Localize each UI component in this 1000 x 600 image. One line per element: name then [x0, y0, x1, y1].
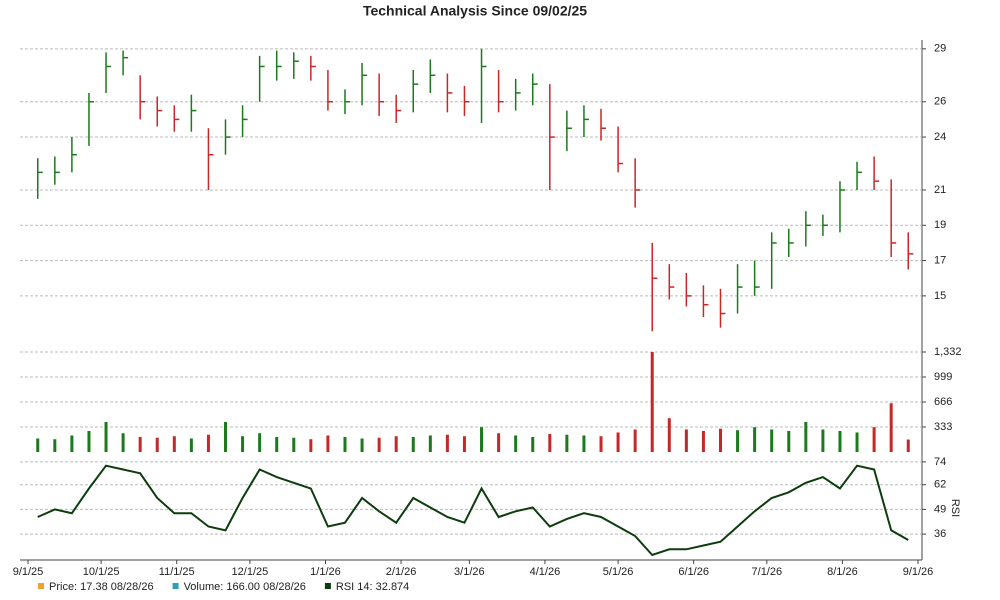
volume-bar: [684, 429, 688, 452]
volume-bar: [736, 430, 740, 452]
volume-bar: [770, 429, 774, 452]
volume-bar: [633, 429, 637, 452]
x-tick-label: 11/1/25: [159, 566, 195, 578]
volume-bar: [514, 435, 518, 452]
volume-bar: [599, 436, 603, 452]
volume-bar: [411, 436, 415, 452]
y-tick-label: 17: [934, 254, 946, 266]
y-tick-label: 333: [934, 421, 952, 433]
x-tick-label: 8/1/26: [827, 566, 858, 578]
volume-bar: [104, 421, 108, 452]
volume-bar: [650, 352, 654, 452]
volume-bar: [189, 438, 193, 452]
volume-bar: [70, 435, 74, 452]
y-tick-label: 62: [934, 479, 946, 491]
volume-bar: [445, 434, 449, 452]
volume-bar: [87, 430, 91, 452]
volume-bar: [889, 403, 893, 452]
legend-swatch: [172, 583, 179, 589]
rsi-axis-label: RSI: [949, 499, 961, 517]
x-tick-label: 7/1/26: [752, 566, 783, 578]
y-tick-label: 1,332: [934, 346, 962, 358]
volume-bar: [872, 427, 876, 452]
volume-bar: [565, 434, 569, 452]
volume-bar: [855, 432, 859, 452]
x-tick-label: 3/1/26: [454, 566, 485, 578]
y-tick-label: 49: [934, 503, 946, 515]
volume-bar: [138, 436, 142, 452]
rsi-line: [37, 464, 909, 557]
volume-bar: [548, 433, 552, 452]
y-tick-label: 666: [934, 396, 952, 408]
volume-bar: [497, 433, 501, 452]
volume-bar: [343, 436, 347, 452]
volume-bar: [480, 427, 484, 452]
volume-bar: [309, 439, 313, 452]
x-tick-label: 4/1/26: [530, 566, 561, 578]
volume-bar: [224, 421, 228, 452]
volume-bar: [667, 418, 671, 452]
volume-bar: [787, 430, 791, 452]
x-tick-label: 6/1/26: [678, 566, 709, 578]
x-tick-label: 12/1/25: [232, 566, 269, 578]
y-tick-label: 36: [934, 528, 946, 540]
legend-text: Price: 17.38 08/28/26: [49, 581, 154, 593]
x-tick-label: 5/1/26: [603, 566, 634, 578]
volume-bar: [804, 421, 808, 452]
volume-bar: [360, 438, 364, 452]
legend-text: RSI 14: 32.874: [336, 581, 409, 593]
x-tick-label: 9/1/25: [13, 566, 44, 578]
legend-swatch: [324, 583, 331, 589]
x-tick-label: 9/1/26: [903, 566, 934, 578]
volume-bar: [377, 437, 381, 452]
volume-bar: [718, 428, 722, 452]
volume-bar: [172, 436, 176, 452]
volume-bar: [582, 435, 586, 452]
y-tick-label: 999: [934, 371, 952, 383]
volume-bar: [821, 429, 825, 452]
volume-bar: [36, 438, 40, 452]
volume-bar: [155, 437, 159, 452]
y-tick-label: 24: [934, 131, 946, 143]
x-tick-label: 10/1/25: [83, 566, 120, 578]
volume-bar: [531, 436, 535, 452]
volume-bar: [906, 439, 910, 452]
y-tick-label: 26: [934, 96, 946, 108]
volume-bar: [206, 434, 210, 452]
volume-bar: [462, 436, 466, 452]
x-tick-label: 2/1/26: [386, 566, 417, 578]
volume-bar: [275, 436, 279, 452]
volume-bar: [258, 433, 262, 452]
volume-bar: [121, 433, 125, 452]
volume-bar: [292, 437, 296, 452]
volume-bar: [394, 436, 398, 452]
y-tick-label: 21: [934, 184, 946, 196]
volume-bar: [753, 427, 757, 452]
volume-bar: [326, 435, 330, 452]
y-tick-label: 15: [934, 290, 946, 302]
legend-text: Volume: 166.00 08/28/26: [184, 581, 306, 593]
x-tick-label: 1/1/26: [310, 566, 341, 578]
chart-title: Technical Analysis Since 09/02/25: [363, 3, 587, 19]
y-tick-label: 74: [934, 456, 946, 468]
volume-bar: [241, 436, 245, 452]
y-tick-label: 19: [934, 219, 946, 231]
volume-bar: [53, 439, 57, 452]
volume-bar: [616, 432, 620, 452]
volume-bar: [838, 430, 842, 452]
volume-bar: [701, 430, 705, 452]
volume-bar: [428, 435, 432, 452]
y-tick-label: 29: [934, 43, 946, 55]
legend-swatch: [38, 583, 44, 589]
